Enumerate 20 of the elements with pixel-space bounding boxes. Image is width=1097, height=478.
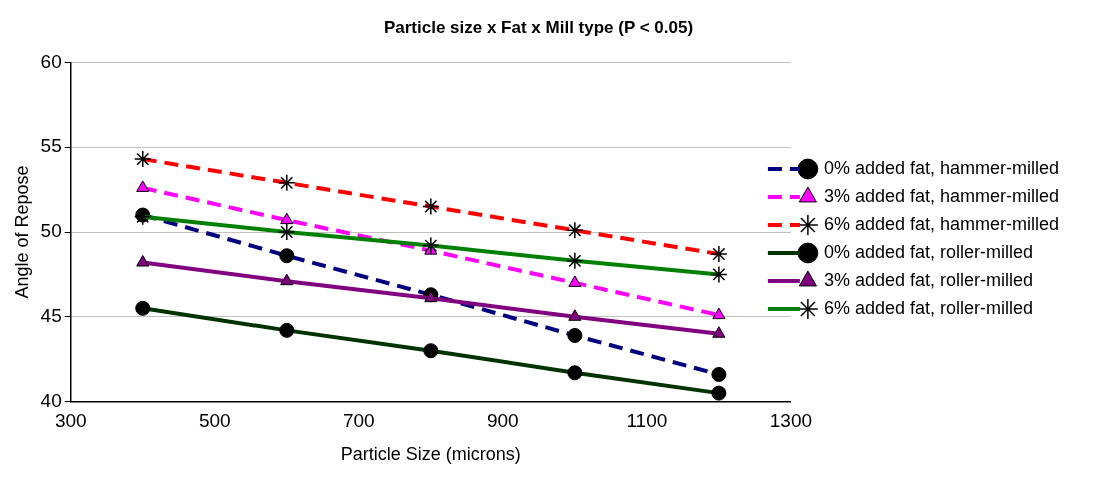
x-tick-label: 700 xyxy=(342,410,375,432)
legend-label: 0% added fat, roller-milled xyxy=(823,241,1033,262)
chart-title: Particle size x Fat x Mill type (P < 0.05) xyxy=(383,17,694,37)
x-tick-label: 300 xyxy=(54,410,87,432)
y-tick-label: 45 xyxy=(40,305,62,327)
y-tick-label: 60 xyxy=(40,50,62,72)
legend-label: 3% added fat, roller-milled xyxy=(823,269,1033,290)
y-tick-label: 50 xyxy=(40,220,62,242)
y-axis-title: Angle of Repose xyxy=(11,165,32,299)
x-tick-label: 900 xyxy=(486,410,519,432)
legend-label: 6% added fat, hammer-milled xyxy=(823,213,1059,234)
y-tick-label: 55 xyxy=(40,135,62,157)
x-tick-label: 1300 xyxy=(769,410,813,432)
legend-label: 3% added fat, hammer-milled xyxy=(823,185,1059,206)
x-axis-title: Particle Size (microns) xyxy=(340,444,521,465)
legend-label: 6% added fat, roller-milled xyxy=(823,297,1033,318)
legend-label: 0% added fat, hammer-milled xyxy=(823,157,1059,178)
x-tick-label: 1100 xyxy=(626,410,668,432)
x-tick-label: 500 xyxy=(198,410,231,432)
y-tick-label: 40 xyxy=(40,389,62,411)
